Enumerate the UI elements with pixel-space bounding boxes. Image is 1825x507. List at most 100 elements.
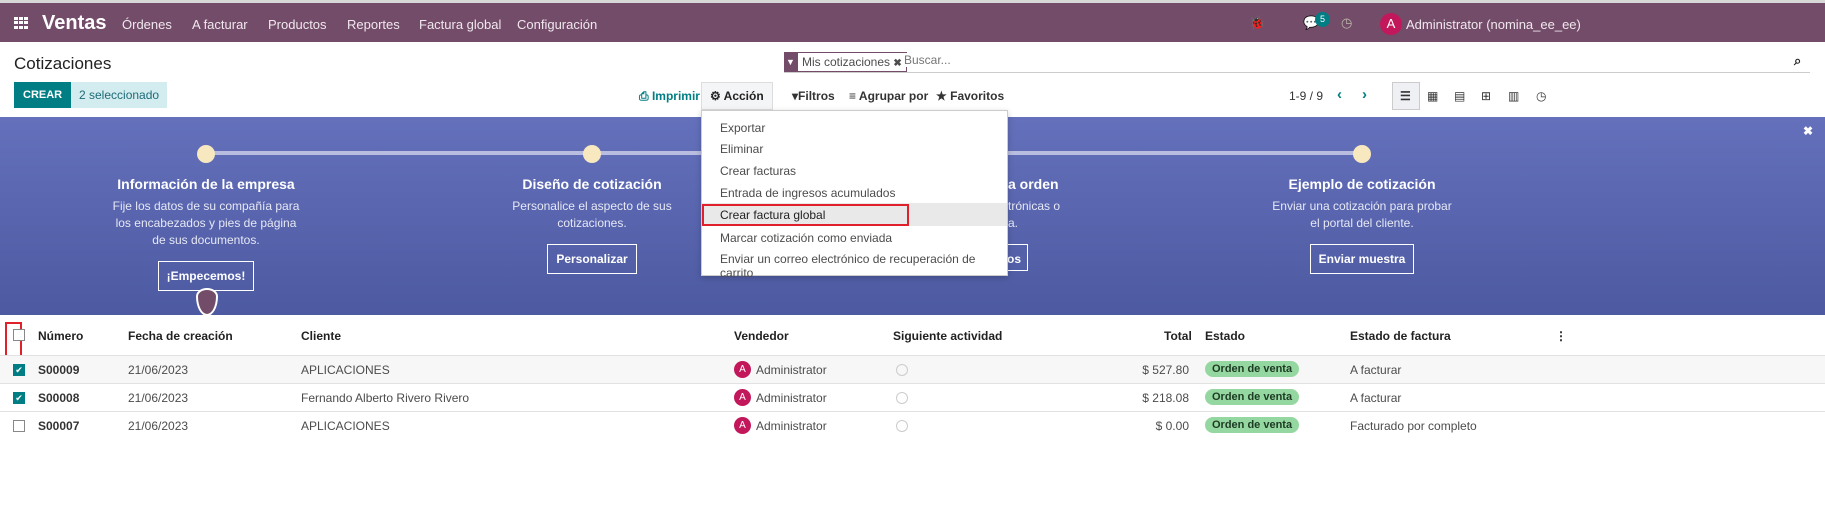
cell-client: APLICACIONES — [301, 363, 390, 377]
pivot-view-icon[interactable]: ⊞ — [1481, 89, 1492, 103]
table-row[interactable]: ✔ S00008 21/06/2023 Fernando Alberto Riv… — [0, 383, 1825, 411]
list-bars-icon: ≡ — [849, 89, 857, 103]
table-row[interactable]: S00007 21/06/2023 APLICACIONES A Adminis… — [0, 411, 1825, 439]
activity-clock-icon[interactable] — [896, 364, 908, 376]
step-quotation-design: Diseño de cotización Personalice el aspe… — [462, 176, 722, 274]
state-badge: Orden de venta — [1205, 389, 1300, 405]
filters-button[interactable]: ▾Filtros — [792, 89, 835, 103]
cell-number: S00009 — [38, 363, 80, 377]
activity-clock-icon[interactable]: ◷ — [1341, 15, 1353, 30]
state-badge: Orden de venta — [1205, 417, 1300, 433]
debug-bug-icon[interactable]: 🐞 — [1249, 15, 1266, 30]
highlight-box — [702, 204, 909, 226]
list-view-button[interactable] — [1392, 82, 1420, 110]
close-banner-icon[interactable]: ✖ — [1802, 124, 1813, 138]
cell-date: 21/06/2023 — [128, 419, 189, 433]
print-label: Imprimir — [651, 89, 700, 103]
pager-previous-icon[interactable]: ‹ — [1337, 86, 1342, 103]
step-dot — [197, 145, 215, 163]
seller-avatar: A — [734, 389, 751, 406]
step-title: Información de la empresa — [117, 176, 295, 192]
graph-view-icon[interactable]: ▥ — [1508, 89, 1520, 103]
col-state[interactable]: Estado — [1205, 329, 1246, 343]
col-total[interactable]: Total — [1164, 329, 1192, 343]
col-seller[interactable]: Vendedor — [734, 329, 789, 343]
cell-invoice-state: Facturado por completo — [1350, 419, 1477, 433]
activity-clock-icon[interactable] — [896, 420, 908, 432]
row-checkbox[interactable]: ✔ — [13, 364, 25, 376]
user-menu[interactable]: Administrator (nomina_ee_ee) — [1406, 17, 1581, 32]
action-label: Acción — [723, 89, 764, 103]
action-button[interactable]: ⚙ Acción — [701, 82, 773, 110]
col-number[interactable]: Número — [38, 329, 84, 343]
print-button[interactable]: ⎙ Imprimir — [639, 89, 700, 104]
menu-factura-global[interactable]: Factura global — [419, 17, 502, 32]
seller-avatar: A — [734, 361, 751, 378]
col-client[interactable]: Cliente — [301, 329, 342, 343]
step-customize-button[interactable]: Personalizar — [547, 244, 637, 274]
search-input[interactable] — [904, 53, 1204, 67]
menu-configuracion[interactable]: Configuración — [517, 17, 598, 32]
menu-item-cart-recovery[interactable]: Enviar un correo electrónico de recupera… — [720, 252, 976, 280]
step-desc: Fije los datos de su compañía para los e… — [112, 199, 300, 247]
cell-date: 21/06/2023 — [128, 391, 189, 405]
step-title: Ejemplo de cotización — [1288, 176, 1436, 192]
remove-facet-icon[interactable]: ✖ — [893, 58, 902, 69]
favorites-button[interactable]: ★ Favoritos — [936, 89, 1004, 103]
list-view-icon[interactable]: ☰ — [1400, 89, 1411, 103]
step-start-button[interactable]: ¡Empecemos! — [157, 261, 255, 291]
search-icon[interactable]: ⌕ — [1794, 53, 1802, 68]
menu-item-global-invoice[interactable]: Crear factura global — [720, 208, 826, 222]
menu-item-create-invoices[interactable]: Crear facturas — [720, 164, 797, 178]
menu-productos[interactable]: Productos — [268, 17, 327, 32]
row-checkbox[interactable] — [13, 420, 25, 432]
search-facet[interactable]: Mis cotizaciones ✖ — [797, 52, 907, 72]
cell-date: 21/06/2023 — [128, 363, 189, 377]
calendar-view-icon[interactable]: ▤ — [1454, 89, 1466, 103]
kanban-view-icon[interactable]: ▦ — [1427, 89, 1439, 103]
hover-highlight — [702, 203, 1007, 226]
gear-icon: ⚙ — [710, 89, 721, 103]
selected-count[interactable]: 2 seleccionado — [71, 82, 168, 108]
pager-value[interactable]: 1-9 / 9 — [1289, 89, 1324, 103]
user-avatar[interactable]: A — [1380, 13, 1402, 35]
pager-next-icon[interactable]: › — [1362, 86, 1367, 103]
group-label: Agrupar por — [858, 89, 929, 103]
menu-item-delete[interactable]: Eliminar — [720, 142, 764, 156]
step-sample-quotation: Ejemplo de cotización Enviar una cotizac… — [1232, 176, 1492, 274]
step-desc: Personalice el aspecto de sus cotizacion… — [512, 199, 672, 230]
col-next-activity[interactable]: Siguiente actividad — [893, 329, 1003, 343]
filter-icon: ▾ — [792, 89, 799, 103]
activity-view-icon[interactable]: ◷ — [1536, 89, 1547, 103]
step-company-info: Información de la empresa Fije los datos… — [76, 176, 336, 291]
apps-menu-icon[interactable] — [14, 17, 28, 29]
select-all-checkbox[interactable] — [13, 329, 25, 341]
cell-seller: Administrator — [756, 419, 827, 433]
menu-item-mark-sent[interactable]: Marcar cotización como enviada — [720, 231, 893, 245]
group-by-button[interactable]: ≡ Agrupar por — [849, 89, 928, 103]
step-pointer-drop-icon — [196, 288, 218, 316]
menu-a-facturar[interactable]: A facturar — [192, 17, 248, 32]
facet-label: Mis cotizaciones — [802, 55, 891, 69]
cell-number: S00007 — [38, 419, 80, 433]
cell-seller: Administrator — [756, 391, 827, 405]
col-date[interactable]: Fecha de creación — [128, 329, 233, 343]
star-icon: ★ — [936, 89, 947, 103]
create-button[interactable]: CREAR — [14, 82, 72, 108]
menu-ordenes[interactable]: Órdenes — [122, 17, 172, 32]
app-name[interactable]: Ventas — [42, 12, 107, 34]
menu-item-export[interactable]: Exportar — [720, 121, 766, 135]
row-checkbox[interactable]: ✔ — [13, 392, 25, 404]
page-title: Cotizaciones — [14, 54, 112, 73]
cell-invoice-state: A facturar — [1350, 363, 1402, 377]
step-desc: trónicas o — [1008, 199, 1061, 213]
top-navbar: Ventas Órdenes A facturar Productos Repo… — [0, 0, 1825, 42]
menu-reportes[interactable]: Reportes — [347, 17, 400, 32]
col-invoice-state[interactable]: Estado de factura — [1350, 329, 1451, 343]
step-send-sample-button[interactable]: Enviar muestra — [1309, 244, 1415, 274]
menu-item-accrued-revenue[interactable]: Entrada de ingresos acumulados — [720, 186, 896, 200]
activity-clock-icon[interactable] — [896, 392, 908, 404]
optional-columns-icon[interactable]: ⋮ — [1555, 329, 1567, 343]
step-title: Diseño de cotización — [522, 176, 662, 192]
table-row[interactable]: ✔ S00009 21/06/2023 APLICACIONES A Admin… — [0, 355, 1825, 383]
